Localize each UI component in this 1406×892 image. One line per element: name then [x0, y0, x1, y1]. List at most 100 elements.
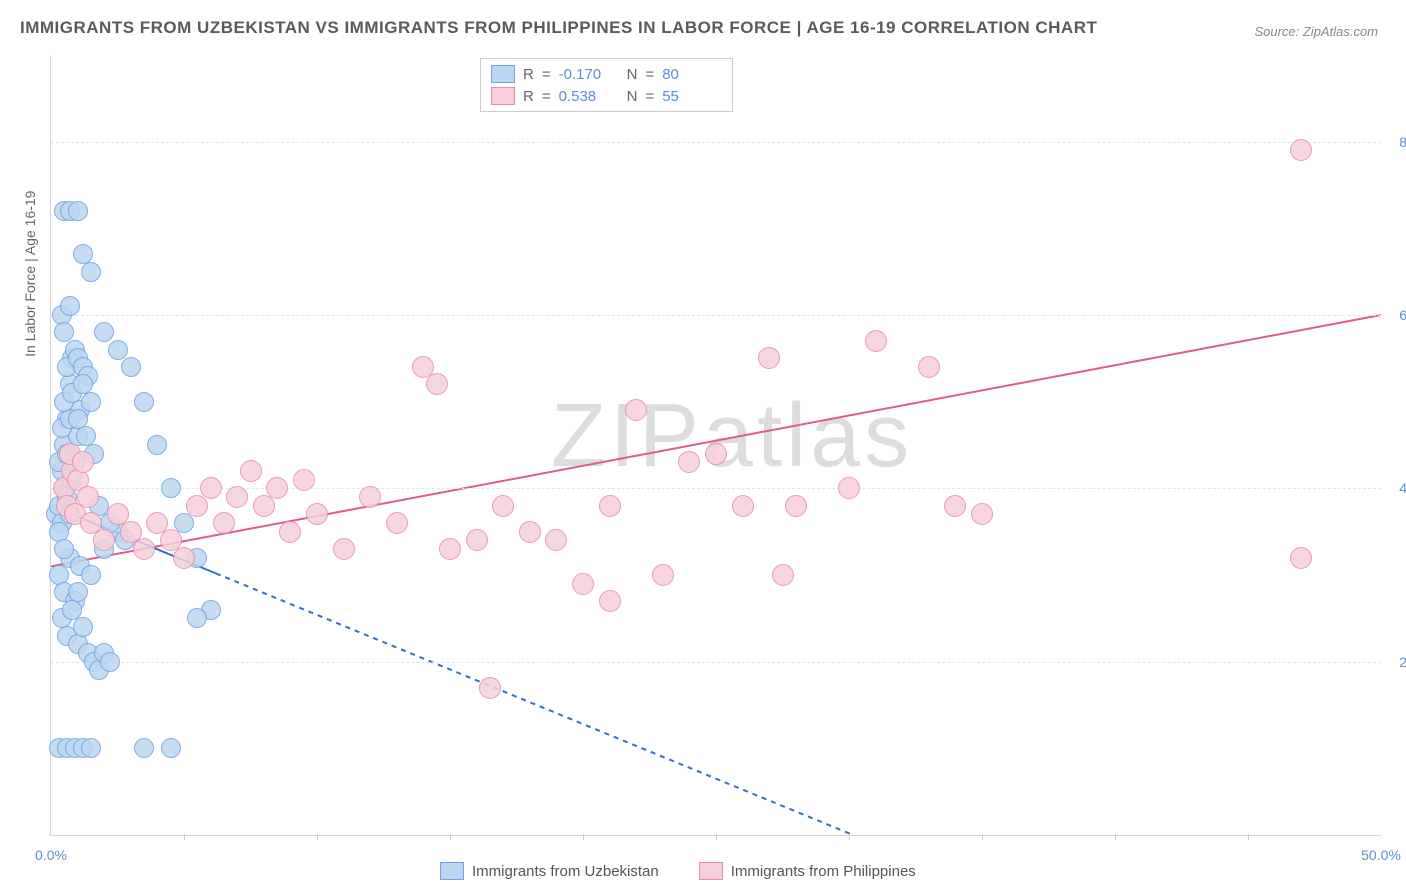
r-value-philippines: 0.538 — [559, 88, 619, 105]
source-attribution: Source: ZipAtlas.com — [1254, 24, 1378, 39]
y-tick-label: 40.0% — [1399, 480, 1406, 496]
data-point-philippines — [944, 495, 966, 517]
x-minor-tick — [1248, 834, 1249, 840]
gridline-h — [51, 315, 1381, 316]
data-point-uzbekistan — [121, 357, 141, 377]
data-point-philippines — [173, 547, 195, 569]
data-point-philippines — [333, 538, 355, 560]
equals-sign: = — [645, 88, 654, 105]
data-point-uzbekistan — [100, 652, 120, 672]
data-point-philippines — [359, 486, 381, 508]
legend-row-uzbekistan: R = -0.170 N = 80 — [491, 63, 722, 85]
data-point-philippines — [266, 477, 288, 499]
data-point-uzbekistan — [108, 340, 128, 360]
data-point-uzbekistan — [161, 738, 181, 758]
data-point-philippines — [705, 443, 727, 465]
data-point-philippines — [772, 564, 794, 586]
data-point-philippines — [758, 347, 780, 369]
x-tick-label: 50.0% — [1361, 847, 1401, 863]
r-label: R — [523, 88, 534, 105]
data-point-philippines — [133, 538, 155, 560]
x-minor-tick — [982, 834, 983, 840]
n-label: N — [627, 88, 638, 105]
data-point-uzbekistan — [81, 565, 101, 585]
legend-item-uzbekistan: Immigrants from Uzbekistan — [440, 862, 659, 880]
n-value-uzbekistan: 80 — [662, 66, 722, 83]
data-point-uzbekistan — [81, 262, 101, 282]
x-minor-tick — [716, 834, 717, 840]
legend-series: Immigrants from Uzbekistan Immigrants fr… — [440, 862, 916, 880]
y-tick-label: 20.0% — [1399, 654, 1406, 670]
legend-label-philippines: Immigrants from Philippines — [731, 863, 916, 880]
r-label: R — [523, 66, 534, 83]
data-point-philippines — [93, 529, 115, 551]
legend-label-uzbekistan: Immigrants from Uzbekistan — [472, 863, 659, 880]
data-point-philippines — [625, 399, 647, 421]
data-point-philippines — [971, 503, 993, 525]
data-point-philippines — [293, 469, 315, 491]
chart-title: IMMIGRANTS FROM UZBEKISTAN VS IMMIGRANTS… — [20, 18, 1097, 38]
equals-sign: = — [542, 88, 551, 105]
data-point-philippines — [439, 538, 461, 560]
n-value-philippines: 55 — [662, 88, 722, 105]
data-point-uzbekistan — [60, 296, 80, 316]
data-point-philippines — [77, 486, 99, 508]
y-tick-label: 80.0% — [1399, 134, 1406, 150]
data-point-uzbekistan — [187, 608, 207, 628]
data-point-philippines — [785, 495, 807, 517]
data-point-uzbekistan — [68, 201, 88, 221]
equals-sign: = — [645, 66, 654, 83]
data-point-philippines — [240, 460, 262, 482]
data-point-philippines — [599, 495, 621, 517]
data-point-philippines — [865, 330, 887, 352]
data-point-philippines — [466, 529, 488, 551]
data-point-uzbekistan — [68, 582, 88, 602]
data-point-philippines — [918, 356, 940, 378]
data-point-philippines — [226, 486, 248, 508]
data-point-philippines — [652, 564, 674, 586]
data-point-philippines — [732, 495, 754, 517]
y-tick-label: 60.0% — [1399, 307, 1406, 323]
data-point-philippines — [479, 677, 501, 699]
x-minor-tick — [849, 834, 850, 840]
data-point-philippines — [545, 529, 567, 551]
gridline-h — [51, 488, 1381, 489]
legend-correlation: R = -0.170 N = 80 R = 0.538 N = 55 — [480, 58, 733, 112]
swatch-philippines — [699, 862, 723, 880]
data-point-philippines — [1290, 547, 1312, 569]
data-point-uzbekistan — [81, 392, 101, 412]
data-point-uzbekistan — [94, 322, 114, 342]
plot-area: ZIPatlas 20.0%40.0%60.0%80.0%0.0%50.0% — [50, 55, 1381, 836]
data-point-uzbekistan — [161, 478, 181, 498]
gridline-h — [51, 662, 1381, 663]
data-point-uzbekistan — [174, 513, 194, 533]
x-minor-tick — [184, 834, 185, 840]
x-minor-tick — [583, 834, 584, 840]
data-point-philippines — [72, 451, 94, 473]
legend-item-philippines: Immigrants from Philippines — [699, 862, 916, 880]
data-point-philippines — [492, 495, 514, 517]
x-tick-label: 0.0% — [35, 847, 67, 863]
trend-line — [216, 573, 853, 835]
data-point-uzbekistan — [147, 435, 167, 455]
legend-row-philippines: R = 0.538 N = 55 — [491, 85, 722, 107]
gridline-h — [51, 142, 1381, 143]
data-point-uzbekistan — [54, 322, 74, 342]
data-point-uzbekistan — [134, 392, 154, 412]
trend-line — [51, 315, 1381, 566]
swatch-uzbekistan — [440, 862, 464, 880]
data-point-philippines — [519, 521, 541, 543]
data-point-philippines — [572, 573, 594, 595]
data-point-uzbekistan — [134, 738, 154, 758]
data-point-philippines — [838, 477, 860, 499]
data-point-uzbekistan — [73, 617, 93, 637]
x-minor-tick — [317, 834, 318, 840]
data-point-philippines — [200, 477, 222, 499]
y-axis-title: In Labor Force | Age 16-19 — [22, 191, 38, 357]
n-label: N — [627, 66, 638, 83]
equals-sign: = — [542, 66, 551, 83]
x-minor-tick — [1115, 834, 1116, 840]
swatch-uzbekistan — [491, 65, 515, 83]
data-point-philippines — [213, 512, 235, 534]
data-point-philippines — [1290, 139, 1312, 161]
